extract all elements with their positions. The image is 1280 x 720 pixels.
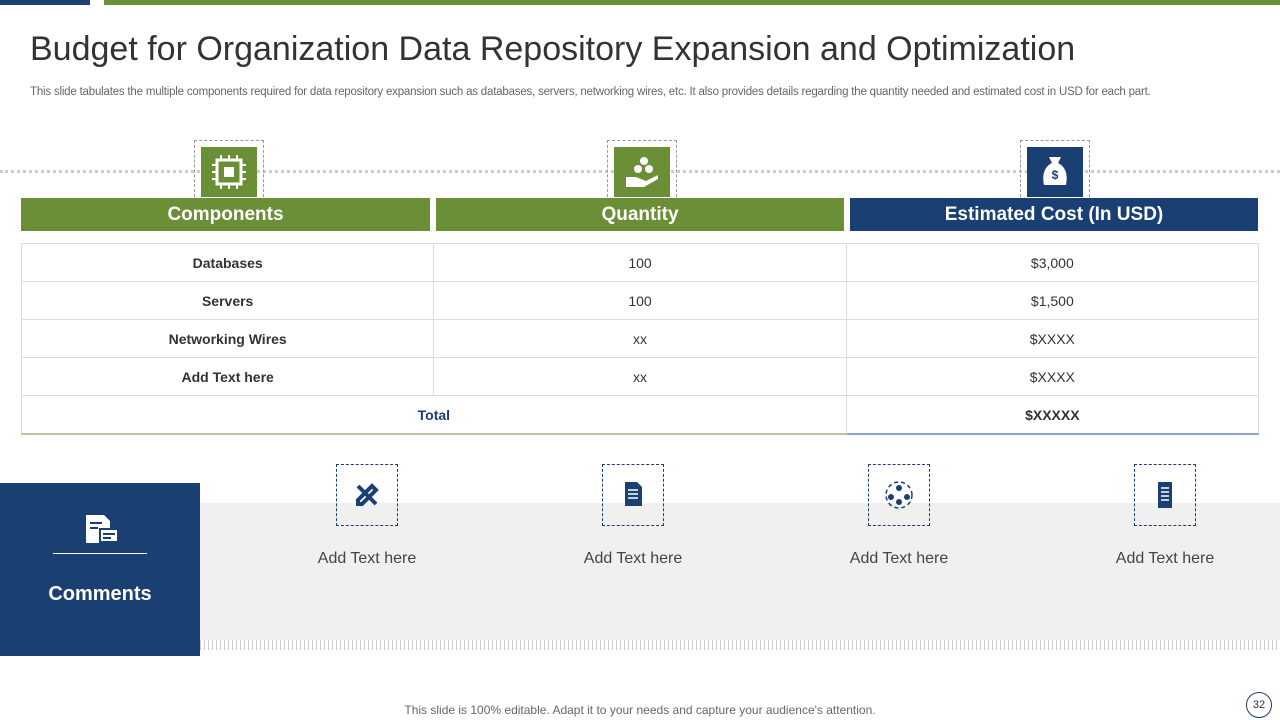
subtitle: This slide tabulates the multiple compon… bbox=[30, 86, 1151, 98]
table-cell: $XXXX bbox=[845, 357, 1260, 396]
comment-text: Add Text here bbox=[849, 550, 949, 567]
icon-frame: $ bbox=[1020, 140, 1090, 197]
comment-text: Add Text here bbox=[583, 550, 683, 567]
chip-icon bbox=[201, 147, 257, 197]
table-cell: Servers bbox=[20, 281, 435, 320]
budget-table: Databases 100 $3,000 Servers 100 $1,500 Networ… bbox=[20, 243, 1260, 435]
table-cell: 100 bbox=[433, 243, 847, 282]
comment-item-icon bbox=[625, 482, 642, 506]
money-icon: $ bbox=[1027, 147, 1083, 197]
total-label: Total bbox=[21, 395, 847, 435]
total-value: $XXXXX bbox=[845, 395, 1260, 435]
table-cell: xx bbox=[433, 319, 847, 358]
total-row: Total $XXXXX bbox=[21, 395, 1260, 435]
icon-frame bbox=[602, 464, 664, 526]
comment-text: Add Text here bbox=[317, 550, 417, 567]
stripe bbox=[200, 640, 1280, 650]
header-cell: Estimated Cost (In USD) bbox=[850, 198, 1258, 231]
table-cell: $XXXX bbox=[845, 319, 1260, 358]
comment-item-icon bbox=[1158, 482, 1172, 508]
comments-panel: Comments bbox=[0, 483, 200, 656]
table-cell: Add Text here bbox=[20, 357, 435, 396]
table-cell: Networking Wires bbox=[20, 319, 435, 358]
table-row: Servers 100 $1,500 bbox=[20, 281, 1260, 320]
comment-item-icon bbox=[885, 481, 913, 509]
title: Budget for Organization Data Repository … bbox=[30, 30, 1076, 68]
header-cell: Quantity bbox=[436, 198, 844, 231]
table-row: Networking Wires xx $XXXX bbox=[20, 319, 1260, 358]
comment-text: Add Text here bbox=[1115, 550, 1215, 567]
hand-icon bbox=[614, 147, 670, 197]
header-cell: Components bbox=[21, 198, 430, 231]
comment-item-icon bbox=[356, 483, 379, 506]
footer-note: This slide is 100% editable. Adapt it to… bbox=[404, 703, 876, 717]
page-number: 32 bbox=[1246, 692, 1272, 718]
table-cell: $1,500 bbox=[845, 281, 1260, 320]
comment-icon bbox=[86, 515, 119, 543]
comments-title: Comments bbox=[48, 583, 152, 605]
top-bar bbox=[104, 0, 1280, 5]
table-cell: Databases bbox=[20, 243, 435, 282]
table-row: Databases 100 $3,000 bbox=[20, 243, 1260, 282]
icon-frame bbox=[868, 464, 930, 526]
top-bar bbox=[0, 0, 90, 5]
icon-frame bbox=[607, 140, 677, 197]
table-cell: 100 bbox=[433, 281, 847, 320]
icon-frame bbox=[336, 464, 398, 526]
icon-frame bbox=[1134, 464, 1196, 526]
table-cell: $3,000 bbox=[845, 243, 1260, 282]
icon-frame bbox=[194, 140, 264, 197]
rule bbox=[53, 553, 147, 554]
table-cell: xx bbox=[433, 357, 847, 396]
table-row: Add Text here xx $XXXX bbox=[20, 357, 1260, 396]
svg-text:$: $ bbox=[1052, 168, 1059, 182]
